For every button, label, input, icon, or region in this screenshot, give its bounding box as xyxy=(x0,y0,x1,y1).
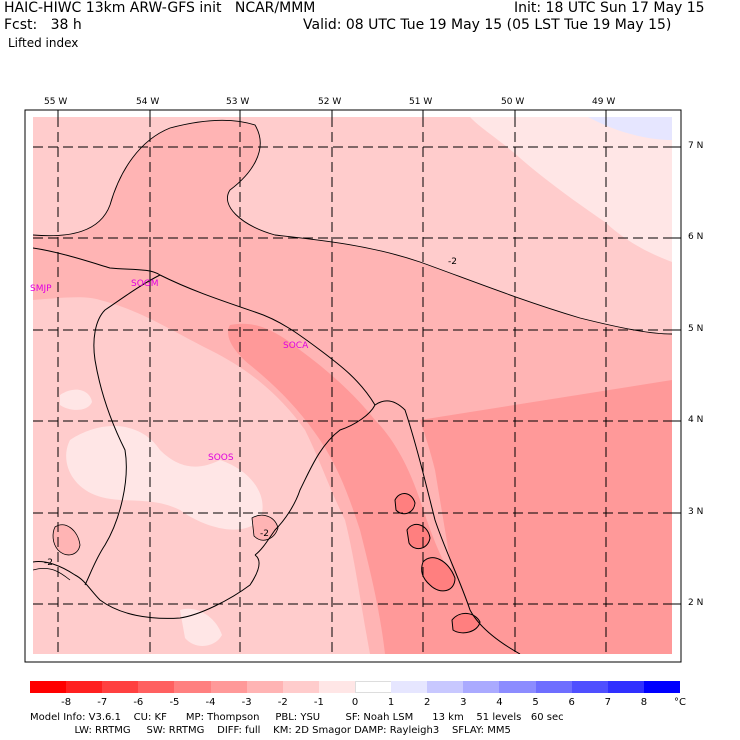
station-label: SOGM xyxy=(131,279,159,289)
colorbar-tick: -8 xyxy=(61,697,72,708)
colorbar-swatch xyxy=(643,681,681,693)
lon-label: 55 W xyxy=(44,97,68,107)
forecast-hour: Fcst: 38 h xyxy=(4,17,82,33)
colorbar-tick: 0 xyxy=(351,697,359,708)
colorbar-swatch xyxy=(174,681,212,693)
colorbar-tick: -1 xyxy=(313,697,324,708)
model-info-line1: Model Info: V3.6.1 CU: KF MP: Thompson P… xyxy=(30,712,564,723)
lat-label: 7 N xyxy=(688,141,704,151)
model-title: HAIC-HIWC 13km ARW-GFS init NCAR/MMM xyxy=(4,0,316,16)
station-label: SOCA xyxy=(283,341,309,351)
contour-label: -2 xyxy=(260,529,269,539)
colorbar-tick: 3 xyxy=(460,697,467,708)
lon-label: 51 W xyxy=(409,97,433,107)
colorbar-swatch xyxy=(607,681,645,693)
valid-time: Valid: 08 UTC Tue 19 May 15 (05 LST Tue … xyxy=(303,17,672,33)
colorbar-unit: °C xyxy=(674,697,686,708)
colorbar-tick: 2 xyxy=(424,697,431,708)
colorbar-swatch xyxy=(499,681,537,693)
colorbar-tick: -5 xyxy=(169,697,180,708)
colorbar-tick: -6 xyxy=(133,697,144,708)
lon-label: 49 W xyxy=(592,97,616,107)
lon-label: 54 W xyxy=(136,97,160,107)
lat-label: 4 N xyxy=(688,415,704,425)
colorbar-tick: -7 xyxy=(97,697,108,708)
lon-label: 52 W xyxy=(318,97,342,107)
colorbar-tick: 6 xyxy=(568,697,575,708)
init-time: Init: 18 UTC Sun 17 May 15 xyxy=(514,0,705,16)
colorbar-swatch xyxy=(318,681,356,693)
colorbar-tick: -3 xyxy=(241,697,252,708)
colorbar-tick: 8 xyxy=(640,697,648,708)
colorbar-tick: 7 xyxy=(604,697,611,708)
lat-label: 6 N xyxy=(688,232,704,242)
station-label: SMJP xyxy=(30,284,52,294)
colorbar-swatch xyxy=(463,681,500,693)
lat-label: 2 N xyxy=(688,598,704,608)
colorbar-tick: -4 xyxy=(205,697,216,708)
colorbar-swatch xyxy=(571,681,609,693)
field-name: Lifted index xyxy=(8,36,79,50)
colorbar-tick: 5 xyxy=(532,697,539,708)
colorbar-tick: -2 xyxy=(277,697,288,708)
contour-label: -2 xyxy=(44,558,53,568)
lon-label: 50 W xyxy=(501,97,525,107)
colorbar-tick: 1 xyxy=(387,697,395,708)
colorbar-swatch xyxy=(66,681,103,693)
colorbar-swatch xyxy=(246,681,284,693)
colorbar-swatch xyxy=(138,681,175,693)
colorbar-swatch xyxy=(355,681,392,693)
lat-label: 5 N xyxy=(688,324,704,334)
colorbar-swatch xyxy=(427,681,464,693)
lat-label: 3 N xyxy=(688,507,704,517)
colorbar-swatch xyxy=(535,681,573,693)
colorbar-swatch xyxy=(391,681,428,693)
colorbar-swatch xyxy=(30,681,67,693)
colorbar-swatch xyxy=(282,681,320,693)
colorbar-tick: 4 xyxy=(496,697,503,708)
station-label: SOOS xyxy=(208,453,234,463)
contour-label: -2 xyxy=(448,257,457,267)
model-info-line2: LW: RRTMG SW: RRTMG DIFF: full KM: 2D Sm… xyxy=(30,725,511,736)
colorbar-swatch xyxy=(102,681,139,693)
lon-label: 53 W xyxy=(226,97,250,107)
colorbar-swatch xyxy=(210,681,248,693)
